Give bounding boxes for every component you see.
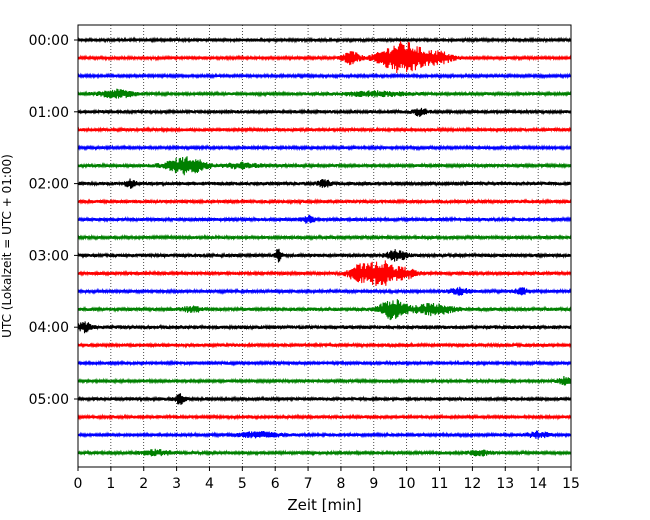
- seismic-traces: [77, 36, 572, 457]
- seismic-trace: [77, 359, 572, 367]
- x-tick-label: 15: [562, 476, 580, 492]
- seismic-trace: [77, 156, 572, 176]
- seismic-trace: [77, 197, 572, 206]
- x-tick-label: 1: [106, 476, 115, 492]
- y-tick-label: 02:00: [29, 177, 69, 193]
- seismic-trace: [77, 36, 572, 44]
- y-axis-label: UTC (Lokalzeit = UTC + 01:00): [0, 154, 14, 338]
- x-tick-label: 5: [238, 476, 247, 492]
- seismic-trace: [77, 260, 572, 287]
- seismic-trace: [77, 248, 572, 263]
- y-tick-label: 04:00: [29, 320, 69, 336]
- seismic-trace: [77, 126, 572, 134]
- x-tick-label: 2: [139, 476, 148, 492]
- seismic-trace: [77, 107, 572, 118]
- x-axis-ticks: 0 1 2 3 4 5 6 7 8 9 10 11 12 13 14 15: [74, 467, 580, 492]
- x-tick-label: 6: [271, 476, 280, 492]
- x-tick-label: 9: [369, 476, 378, 492]
- seismic-trace: [77, 88, 572, 99]
- x-axis-label: Zeit [min]: [287, 496, 361, 514]
- seismic-trace: [77, 413, 572, 421]
- x-tick-label: 4: [205, 476, 214, 492]
- seismic-trace: [77, 178, 572, 189]
- y-tick-label: 01:00: [29, 105, 69, 121]
- seismic-trace: [77, 144, 572, 152]
- seismic-trace: [77, 321, 572, 334]
- seismic-trace: [77, 448, 572, 457]
- x-tick-label: 13: [496, 476, 514, 492]
- seismic-trace: [77, 376, 572, 386]
- x-tick-label: 12: [463, 476, 481, 492]
- x-tick-label: 11: [431, 476, 449, 492]
- y-tick-label: 00:00: [29, 33, 69, 49]
- y-tick-label: 05:00: [29, 392, 69, 408]
- x-tick-label: 8: [336, 476, 345, 492]
- x-tick-label: 0: [74, 476, 83, 492]
- y-axis-ticks: 00:00 01:00 02:00 03:00 04:00 05:00: [29, 33, 78, 408]
- seismic-trace: [77, 341, 572, 349]
- seismic-trace: [77, 214, 572, 224]
- seismic-trace: [77, 299, 572, 321]
- x-tick-label: 3: [172, 476, 181, 492]
- x-tick-label: 14: [529, 476, 547, 492]
- seismic-trace: [77, 233, 572, 242]
- plot-frame: [77, 24, 572, 468]
- seismic-trace: [77, 286, 572, 296]
- x-tick-label: 7: [304, 476, 313, 492]
- seismic-trace: [77, 41, 572, 73]
- seismic-trace: [77, 430, 572, 440]
- seismic-trace: [77, 393, 572, 405]
- y-tick-label: 03:00: [29, 248, 69, 264]
- seismic-trace: [77, 72, 572, 80]
- x-tick-label: 10: [398, 476, 416, 492]
